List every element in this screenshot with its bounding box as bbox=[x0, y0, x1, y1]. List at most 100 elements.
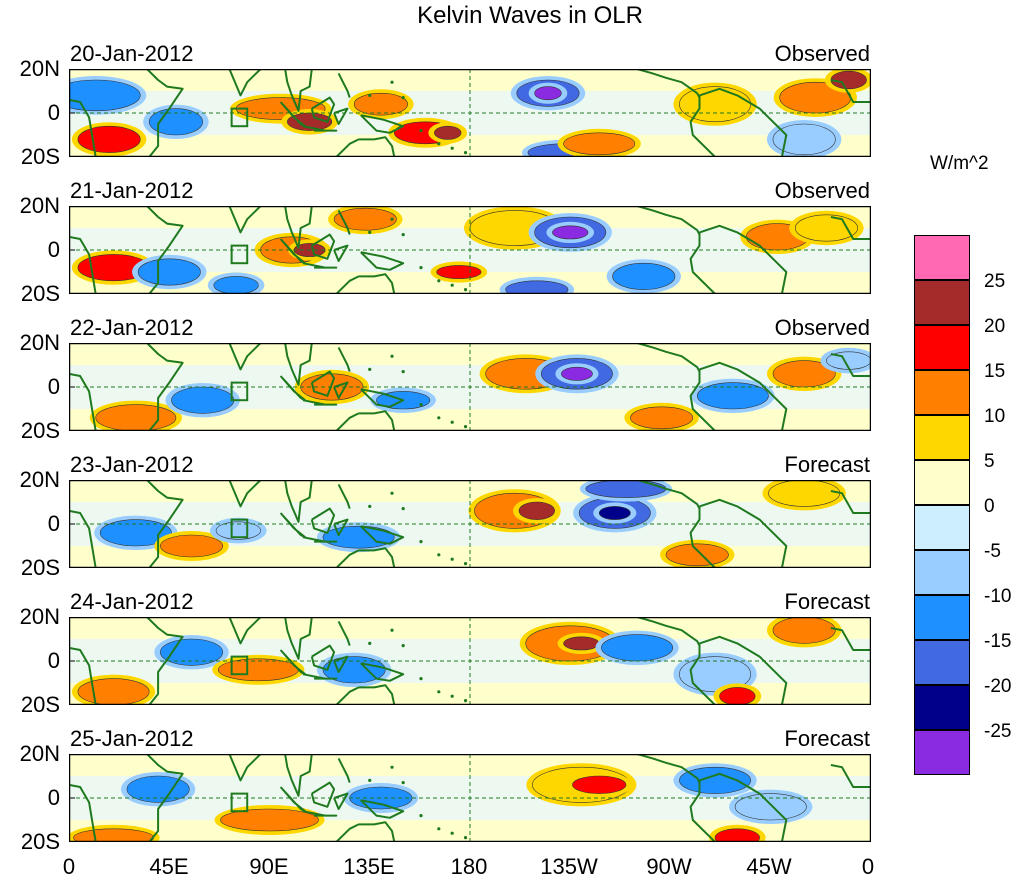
coastline bbox=[360, 251, 405, 271]
lon-label: 135W bbox=[540, 854, 598, 879]
panel-4 bbox=[69, 480, 871, 568]
panel-5 bbox=[69, 617, 871, 705]
olr-anomaly-blob bbox=[598, 506, 631, 520]
olr-anomaly-blob bbox=[665, 543, 729, 567]
colorbar-swatch bbox=[914, 370, 970, 415]
coastline bbox=[830, 490, 871, 514]
island bbox=[419, 403, 423, 407]
coastline bbox=[333, 518, 349, 536]
coastline bbox=[337, 483, 351, 509]
coastline bbox=[302, 262, 338, 269]
olr-anomaly-blob bbox=[714, 828, 760, 842]
coastline bbox=[69, 206, 184, 294]
island bbox=[368, 230, 372, 234]
olr-anomaly-blob bbox=[69, 79, 141, 112]
region-box bbox=[230, 381, 249, 402]
coastline bbox=[830, 79, 871, 103]
colorbar-label: 15 bbox=[984, 361, 1006, 382]
lat-label: 20N bbox=[19, 56, 60, 81]
colorbar-swatch bbox=[914, 325, 970, 370]
panel-2-date: 21-Jan-2012 bbox=[70, 178, 194, 203]
lon-label: 90E bbox=[249, 854, 289, 879]
panel-4-kind: Forecast bbox=[784, 452, 870, 477]
coastline bbox=[337, 757, 351, 783]
olr-anomaly-blob bbox=[77, 678, 150, 705]
coastline bbox=[360, 799, 405, 819]
lat-label: 0 bbox=[47, 511, 60, 536]
coastline bbox=[284, 343, 313, 386]
coastline bbox=[636, 480, 701, 510]
island bbox=[463, 562, 468, 566]
lat-label: 20N bbox=[19, 330, 60, 355]
coastline bbox=[360, 525, 405, 545]
island bbox=[450, 420, 454, 424]
lat-label: 20S bbox=[20, 418, 60, 443]
region-box bbox=[230, 107, 249, 128]
coastline bbox=[302, 399, 338, 406]
lon-label: 180 bbox=[450, 854, 488, 879]
island bbox=[390, 765, 394, 769]
olr-map-2 bbox=[69, 206, 871, 294]
olr-anomaly-blob bbox=[434, 125, 462, 140]
lat-label: 0 bbox=[47, 237, 60, 262]
coastline bbox=[689, 772, 788, 842]
coastline bbox=[335, 273, 396, 294]
colorbar-label: -20 bbox=[984, 676, 1012, 697]
olr-anomaly-blob bbox=[772, 123, 836, 156]
colorbar-swatch bbox=[914, 730, 970, 775]
coastline bbox=[337, 346, 351, 372]
olr-anomaly-blob bbox=[601, 634, 674, 662]
island bbox=[450, 694, 454, 698]
coastline bbox=[333, 655, 349, 673]
island bbox=[401, 370, 405, 374]
coastline bbox=[689, 87, 788, 157]
panel-4-date: 23-Jan-2012 bbox=[70, 452, 194, 477]
lon-label: 0 bbox=[62, 854, 76, 879]
olr-anomaly-blob bbox=[518, 501, 555, 520]
colorbar-label: 5 bbox=[984, 451, 995, 472]
island bbox=[437, 142, 441, 146]
colorbar-label: -25 bbox=[984, 721, 1012, 742]
lon-label: 0 bbox=[861, 854, 875, 879]
island bbox=[390, 217, 394, 221]
island bbox=[437, 827, 441, 831]
coastline bbox=[202, 343, 264, 371]
olr-anomaly-blob bbox=[719, 687, 756, 705]
colorbar-swatch bbox=[914, 640, 970, 685]
olr-anomaly-blob bbox=[734, 793, 807, 821]
coastline bbox=[337, 209, 351, 235]
coastline bbox=[636, 754, 701, 784]
olr-anomaly-blob bbox=[77, 125, 141, 153]
colorbar-swatch bbox=[914, 595, 970, 640]
island bbox=[419, 677, 423, 681]
lat-label: 20N bbox=[19, 741, 60, 766]
lat-label: 0 bbox=[47, 785, 60, 810]
coastline bbox=[284, 617, 313, 660]
island bbox=[368, 93, 372, 97]
coastline bbox=[830, 764, 871, 788]
coastline bbox=[302, 673, 338, 680]
olr-anomaly-blob bbox=[322, 656, 386, 684]
region-box bbox=[230, 244, 249, 265]
olr-anomaly-blob bbox=[137, 258, 201, 286]
coastline bbox=[333, 792, 349, 810]
island bbox=[390, 80, 394, 84]
olr-anomaly-blob bbox=[612, 262, 676, 290]
colorbar-swatch bbox=[914, 685, 970, 730]
panel-3-date: 22-Jan-2012 bbox=[70, 315, 194, 340]
lat-label: 20N bbox=[19, 604, 60, 629]
olr-anomaly-blob bbox=[215, 521, 261, 540]
island bbox=[437, 279, 441, 283]
olr-anomaly-blob bbox=[160, 534, 224, 558]
olr-anomaly-blob bbox=[768, 480, 841, 507]
olr-anomaly-blob bbox=[561, 366, 593, 381]
island bbox=[450, 831, 454, 835]
lat-label: 0 bbox=[47, 648, 60, 673]
olr-map-3 bbox=[69, 343, 871, 431]
olr-anomaly-blob bbox=[217, 658, 299, 682]
colorbar-swatch bbox=[914, 460, 970, 505]
panel-1-date: 20-Jan-2012 bbox=[70, 41, 194, 66]
colorbar-label: 0 bbox=[984, 496, 995, 517]
coastline bbox=[335, 684, 396, 705]
island bbox=[401, 781, 405, 785]
